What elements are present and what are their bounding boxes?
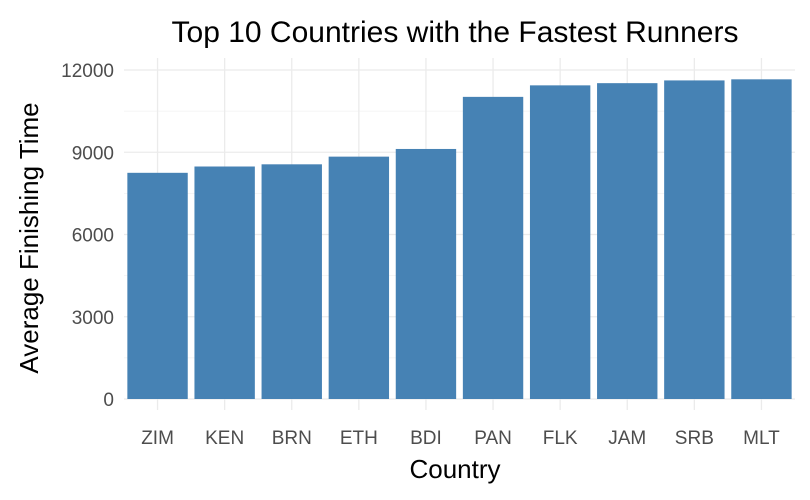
bars bbox=[127, 79, 792, 400]
bar-eth bbox=[328, 156, 390, 399]
y-axis-title: Average Finishing Time bbox=[14, 102, 44, 373]
x-tick-label: ZIM bbox=[141, 428, 174, 449]
y-tick-label: 9000 bbox=[72, 143, 114, 164]
bar-srb bbox=[664, 80, 725, 399]
bar-flk bbox=[529, 85, 591, 399]
x-tick-label: MLT bbox=[743, 428, 780, 449]
y-tick-label: 3000 bbox=[72, 308, 114, 329]
x-tick-label: SRB bbox=[675, 428, 714, 449]
bar-zim bbox=[127, 172, 188, 399]
x-tick-label: BRN bbox=[272, 428, 312, 449]
bar-ken bbox=[194, 166, 255, 399]
bar-jam bbox=[597, 83, 658, 399]
y-axis-ticks: 0 3000 6000 9000 12000 bbox=[61, 61, 114, 411]
x-tick-label: FLK bbox=[543, 428, 578, 449]
x-axis-title: Country bbox=[409, 454, 500, 484]
bar-pan bbox=[462, 96, 524, 399]
y-tick-label: 12000 bbox=[61, 61, 114, 82]
y-tick-label: 0 bbox=[103, 390, 114, 411]
chart-title: Top 10 Countries with the Fastest Runner… bbox=[172, 16, 739, 49]
x-tick-label: ETH bbox=[340, 428, 378, 449]
x-tick-label: PAN bbox=[474, 428, 512, 449]
bar-mlt bbox=[731, 79, 792, 400]
y-tick-label: 6000 bbox=[72, 226, 114, 247]
x-axis-ticks: ZIM KEN BRN ETH BDI PAN FLK JAM SRB MLT bbox=[141, 428, 780, 449]
x-tick-label: JAM bbox=[608, 428, 646, 449]
x-tick-label: KEN bbox=[205, 428, 244, 449]
bar-bdi bbox=[395, 148, 457, 399]
x-tick-label: BDI bbox=[410, 428, 442, 449]
bar-brn bbox=[261, 164, 322, 399]
